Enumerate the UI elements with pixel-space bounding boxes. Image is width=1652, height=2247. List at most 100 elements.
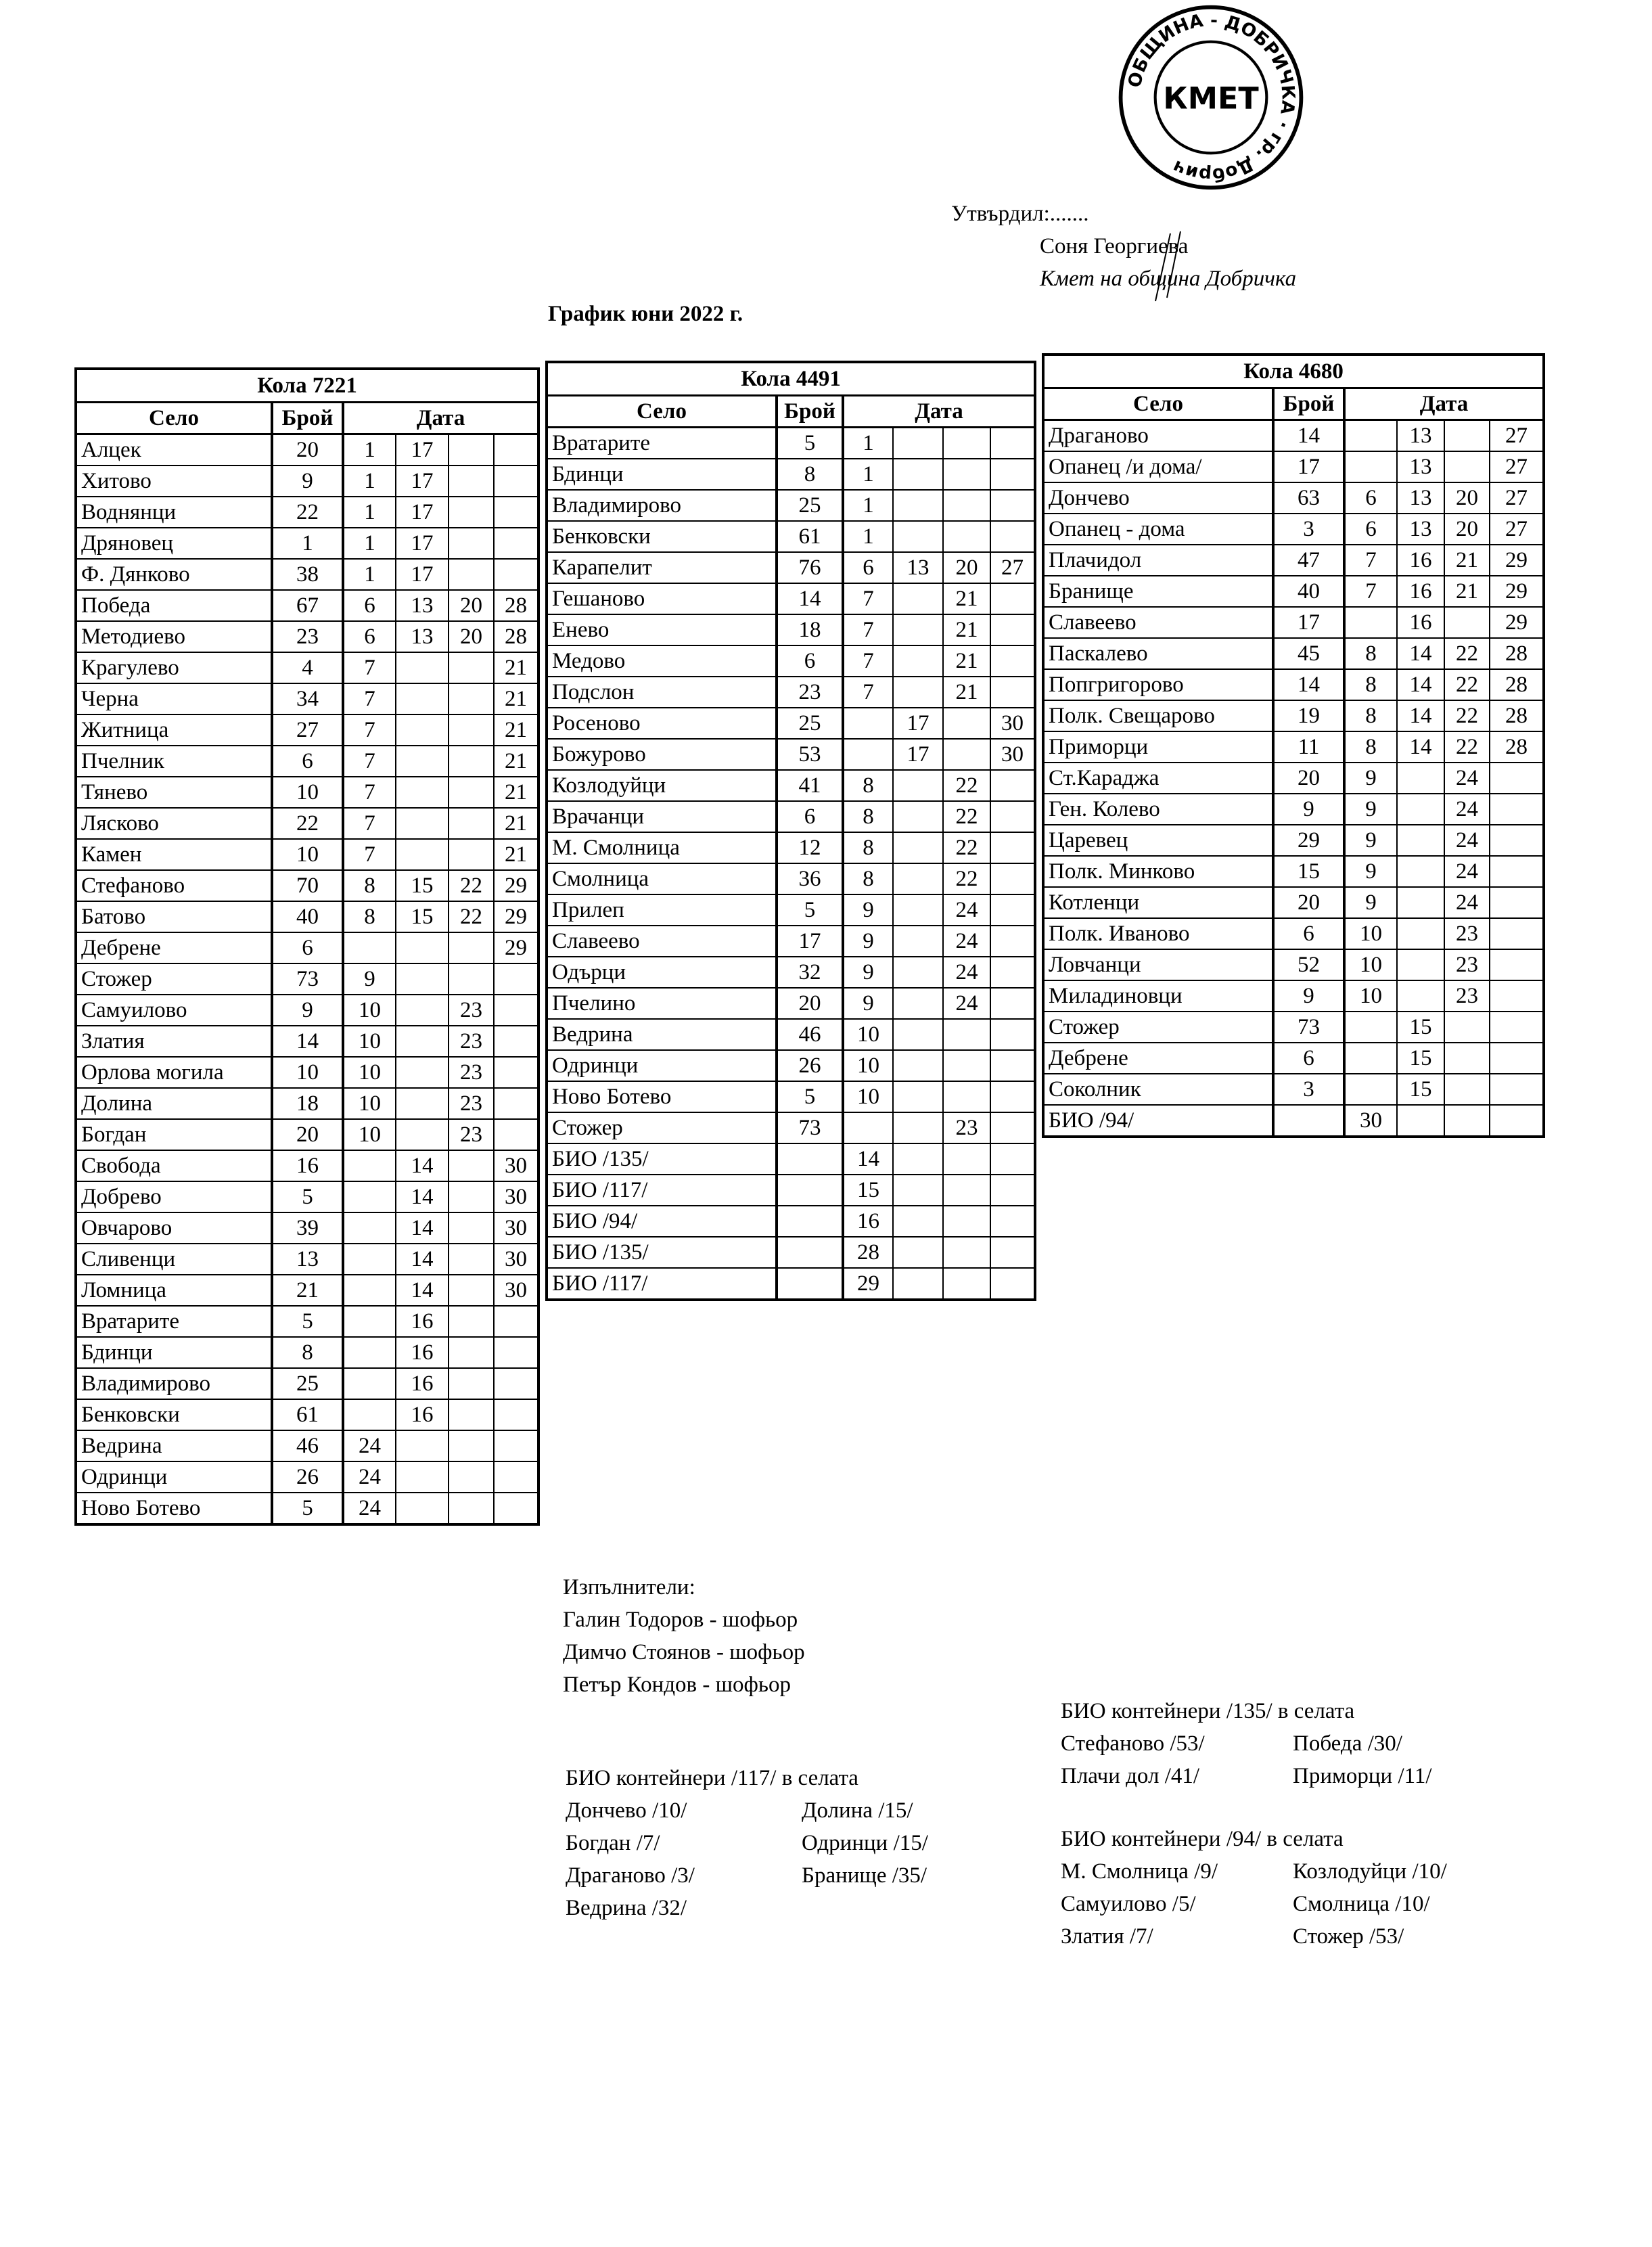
- date-cell: 10: [842, 1081, 894, 1113]
- date-cell: [448, 838, 495, 871]
- village-cell: Попгригорово: [1042, 668, 1274, 701]
- village-cell: Ново Ботево: [75, 1492, 273, 1525]
- date-cell: [395, 776, 449, 809]
- count-cell: 9: [271, 465, 344, 497]
- bio-item: Стожер /53/: [1293, 1924, 1404, 1949]
- count-cell: 63: [1272, 482, 1346, 514]
- village-cell: Пчелино: [546, 987, 777, 1020]
- date-cell: [989, 1267, 1036, 1300]
- village-cell: Лясково: [75, 807, 273, 840]
- table-row: БИО /94/30: [1042, 1104, 1545, 1137]
- date-cell: [892, 987, 944, 1020]
- count-cell: 5: [775, 894, 844, 926]
- date-cell: 10: [842, 1049, 894, 1082]
- date-cell: 13: [1396, 419, 1445, 452]
- date-cell: [448, 1274, 495, 1307]
- village-cell: Полк. Свещарово: [1042, 700, 1274, 732]
- table-row: Росеново 25 17 30: [546, 707, 1036, 740]
- count-cell: 19: [1272, 700, 1346, 732]
- date-cell: [1488, 949, 1545, 981]
- date-cell: [448, 807, 495, 840]
- bio-item: Стефаново /53/: [1061, 1731, 1205, 1756]
- date-cell: 17: [395, 558, 449, 591]
- date-cell: [989, 987, 1036, 1020]
- village-cell: Божурово: [546, 738, 777, 771]
- table-row: Божурово 53 17 30: [546, 738, 1036, 771]
- count-cell: 76: [775, 551, 844, 584]
- date-cell: 21: [492, 652, 540, 684]
- count-cell: 23: [775, 676, 844, 708]
- village-cell: Котленци: [1042, 886, 1274, 919]
- date-cell: 15: [842, 1174, 894, 1206]
- date-cell: 29: [1488, 606, 1545, 639]
- date-cell: 14: [842, 1143, 894, 1175]
- date-cell: [448, 1243, 495, 1275]
- date-cell: [989, 458, 1036, 491]
- date-cell: 20: [448, 589, 495, 622]
- date-cell: 10: [1344, 917, 1398, 950]
- table-row: Карапелит 76 6 13 20 27: [546, 551, 1036, 584]
- column-header-date: Дата: [342, 401, 540, 435]
- date-cell: 7: [342, 745, 396, 777]
- date-cell: [448, 1399, 495, 1431]
- village-cell: Свобода: [75, 1150, 273, 1182]
- date-cell: [892, 489, 944, 522]
- date-cell: 10: [342, 1025, 396, 1058]
- date-cell: [492, 1087, 540, 1120]
- table-row: Камен 10 7 21: [75, 838, 540, 871]
- date-cell: [842, 1112, 894, 1144]
- column-header-count: Брой: [775, 394, 844, 428]
- date-cell: [448, 776, 495, 809]
- date-cell: 27: [1488, 419, 1545, 452]
- date-cell: 30: [492, 1212, 540, 1244]
- date-cell: 24: [1444, 886, 1490, 919]
- schedule-table-car-4680: Кола 4680 Село Брой Дата Драганово 14 13 27 Опан…: [1042, 353, 1546, 1138]
- date-cell: [989, 489, 1036, 522]
- count-cell: 25: [775, 489, 844, 522]
- table-row: Крагулево 4 7 21: [75, 652, 540, 684]
- date-cell: [1488, 917, 1545, 950]
- date-cell: 15: [1396, 1011, 1445, 1043]
- table-row: Полк. Свещарово 19 8 14 22 28: [1042, 700, 1545, 732]
- count-cell: 6: [271, 745, 344, 777]
- executor-item: Галин Тодоров - шофьор: [563, 1608, 798, 1632]
- date-cell: 6: [342, 589, 396, 622]
- executor-item: Петър Кондов - шофьор: [563, 1673, 791, 1697]
- count-cell: 5: [271, 1181, 344, 1213]
- table-row: Воднянци 22 1 17: [75, 496, 540, 528]
- column-header-date: Дата: [842, 394, 1036, 428]
- date-cell: [492, 1118, 540, 1151]
- date-cell: 9: [1344, 793, 1398, 825]
- date-cell: 20: [1444, 513, 1490, 545]
- date-cell: 7: [342, 683, 396, 715]
- date-cell: 24: [1444, 762, 1490, 794]
- date-cell: 8: [1344, 700, 1398, 732]
- village-cell: Одринци: [75, 1461, 273, 1493]
- date-cell: [989, 1018, 1036, 1051]
- date-cell: [448, 496, 495, 528]
- date-cell: 1: [342, 527, 396, 560]
- date-cell: 17: [395, 527, 449, 560]
- village-cell: Бенковски: [546, 520, 777, 553]
- date-cell: [989, 1236, 1036, 1269]
- village-cell: Стожер: [75, 963, 273, 995]
- car-title: Кола 7221: [74, 368, 540, 403]
- count-cell: 17: [1272, 451, 1346, 483]
- date-cell: [342, 1243, 396, 1275]
- date-cell: 1: [342, 465, 396, 497]
- date-cell: [989, 800, 1036, 833]
- date-cell: 27: [989, 551, 1036, 584]
- village-cell: БИО /94/: [1042, 1104, 1274, 1137]
- date-cell: 23: [1444, 949, 1490, 981]
- date-cell: 24: [1444, 824, 1490, 857]
- village-cell: Гешаново: [546, 583, 777, 615]
- date-cell: [395, 1025, 449, 1058]
- date-cell: [342, 932, 396, 964]
- date-cell: 14: [395, 1212, 449, 1244]
- date-cell: [842, 738, 894, 771]
- date-cell: 21: [492, 838, 540, 871]
- table-row: Добрево 5 14 30: [75, 1181, 540, 1213]
- table-row: Богдан 20 10 23: [75, 1118, 540, 1151]
- date-cell: [448, 558, 495, 591]
- date-cell: 16: [1396, 575, 1445, 608]
